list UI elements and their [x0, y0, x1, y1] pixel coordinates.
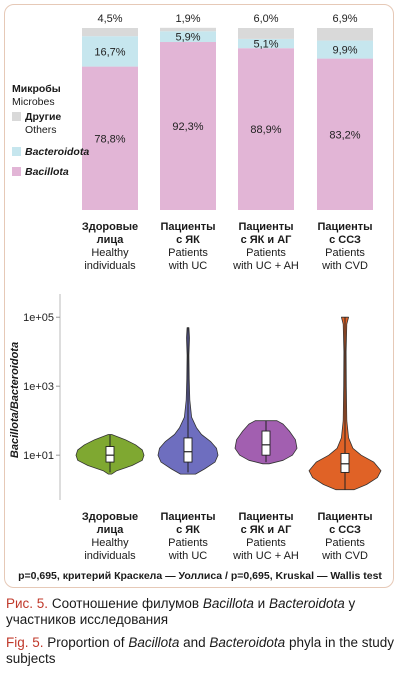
caption-ru: Рис. 5. Соотношение филумов Bacillota и …	[6, 596, 394, 628]
violin-group-en1-0: Healthy	[91, 537, 129, 549]
caption-ru-text-1: Соотношение филумов	[48, 596, 203, 611]
bar-group-en2-1: with UC	[168, 260, 208, 272]
bar-segment-bacteroidota-1	[160, 31, 216, 43]
caption-ru-italic-1: Bacillota	[202, 596, 254, 611]
bar-group-ru1-2: Пациенты	[238, 221, 293, 233]
bar-label-others-2: 6,0%	[253, 13, 278, 25]
bar-segment-bacillota-2	[238, 48, 294, 211]
legend-swatch-0	[12, 112, 21, 121]
bar-group-ru1-0: Здоровые	[82, 221, 138, 233]
caption-en-text-3: phyla in the study subjects	[6, 635, 395, 666]
figure-caption: Рис. 5. Соотношение филумов Bacillota и …	[6, 596, 394, 674]
bar-label-bacteroidota-0: 16,7%	[94, 46, 125, 58]
bar-segment-bacillota-1	[160, 42, 216, 210]
legend-swatch-1	[12, 147, 21, 156]
bar-group-ru1-1: Пациенты	[160, 221, 215, 233]
bar-group-en1-0: Healthy	[91, 247, 129, 259]
violin-group-en2-2: with UC + AH	[232, 550, 299, 562]
bar-segment-bacteroidota-3	[317, 40, 373, 59]
bar-label-others-0: 4,5%	[97, 13, 122, 25]
violin-group-ru2-0: лица	[97, 524, 125, 536]
bar-segment-others-2	[238, 28, 294, 39]
violin-group-ru2-2: с ЯК и АГ	[241, 524, 293, 536]
bar-group-ru2-2: с ЯК и АГ	[241, 234, 293, 246]
violin-box-1	[183, 437, 193, 463]
bar-segment-bacillota-0	[82, 66, 138, 210]
bar-group-ru2-3: с ССЗ	[329, 234, 361, 246]
violin-group-en1-2: Patients	[246, 537, 286, 549]
caption-ru-prefix: Рис. 5.	[6, 596, 49, 611]
violin-group-ru1-0: Здоровые	[82, 511, 138, 523]
caption-en-text-1: Proportion of	[43, 635, 129, 650]
bar-segment-bacteroidota-2	[238, 38, 294, 49]
caption-en-italic-1: Bacillota	[128, 635, 180, 650]
legend-label-0: Другие	[25, 111, 61, 123]
caption-en: Fig. 5. Proportion of Bacillota and Bact…	[6, 635, 394, 667]
legend-label-en-0: Others	[25, 124, 57, 136]
violin-group-ru1-1: Пациенты	[160, 511, 215, 523]
bar-label-others-1: 1,9%	[175, 13, 200, 25]
bar-group-en1-2: Patients	[246, 247, 286, 259]
bar-segment-bacillota-3	[317, 58, 373, 210]
bar-group-ru1-3: Пациенты	[317, 221, 372, 233]
violin-ytick-label-2: 1e+05	[23, 312, 54, 324]
bar-group-en2-2: with UC + AH	[232, 260, 299, 272]
violin-group-en1-3: Patients	[325, 537, 365, 549]
violin-group-ru2-3: с ССЗ	[329, 524, 361, 536]
violin-group-ru1-3: Пациенты	[317, 511, 372, 523]
bar-segment-others-3	[317, 28, 373, 41]
bar-label-bacteroidota-1: 5,9%	[175, 32, 200, 44]
violin-group-en1-1: Patients	[168, 537, 208, 549]
caption-en-prefix: Fig. 5.	[6, 635, 44, 650]
violin-group-en2-0: individuals	[84, 550, 136, 562]
bar-segment-others-0	[82, 28, 138, 37]
legend-title-en: Microbes	[12, 96, 55, 108]
violin-group-ru1-2: Пациенты	[238, 511, 293, 523]
violin-box-3	[340, 452, 350, 473]
stat-note: p=0,695, критерий Краскела — Уоллиса / p…	[18, 570, 382, 582]
violin-group-en2-3: with CVD	[321, 550, 368, 562]
bar-label-bacteroidota-2: 5,1%	[253, 39, 278, 51]
legend-label-1: Bacteroidota	[25, 146, 89, 158]
legend-title-ru: Микробы	[12, 83, 61, 95]
caption-ru-text-2: и	[253, 596, 269, 611]
bar-label-others-3: 6,9%	[332, 13, 357, 25]
caption-en-text-2: and	[179, 635, 210, 650]
bar-group-en2-0: individuals	[84, 260, 136, 272]
bar-label-bacillota-0: 78,8%	[94, 133, 125, 145]
bar-label-bacillota-3: 83,2%	[329, 129, 360, 141]
bar-segment-bacteroidota-0	[82, 36, 138, 67]
violin-box-0	[105, 446, 115, 463]
bar-label-bacillota-1: 92,3%	[172, 121, 203, 133]
bar-group-en1-3: Patients	[325, 247, 365, 259]
violin-ytick-label-0: 1e+01	[23, 450, 54, 462]
bar-label-bacteroidota-3: 9,9%	[332, 45, 357, 57]
bar-segment-others-1	[160, 27, 216, 32]
bar-group-en2-3: with CVD	[321, 260, 368, 272]
figure-svg: 78,8%16,7%4,5%ЗдоровыелицаHealthyindivid…	[9, 13, 382, 582]
caption-en-italic-2: Bacteroidota	[209, 635, 286, 650]
violin-group-ru2-1: с ЯК	[176, 524, 200, 536]
bar-group-en1-1: Patients	[168, 247, 208, 259]
violin-group-en2-1: with UC	[168, 550, 208, 562]
figure-frame	[4, 4, 394, 588]
legend-label-2: Bacillota	[25, 166, 69, 178]
violin-ytick-label-1: 1e+03	[23, 381, 54, 393]
bar-group-ru2-1: с ЯК	[176, 234, 200, 246]
violin-ylabel: Bacillota/Bacteroidota	[9, 342, 21, 458]
bar-group-ru2-0: лица	[97, 234, 125, 246]
legend-swatch-2	[12, 167, 21, 176]
caption-ru-italic-2: Bacteroidota	[268, 596, 345, 611]
caption-ru-text-3: у участников исследования	[6, 596, 356, 627]
bar-label-bacillota-2: 88,9%	[250, 124, 281, 136]
violin-box-2	[261, 430, 271, 456]
